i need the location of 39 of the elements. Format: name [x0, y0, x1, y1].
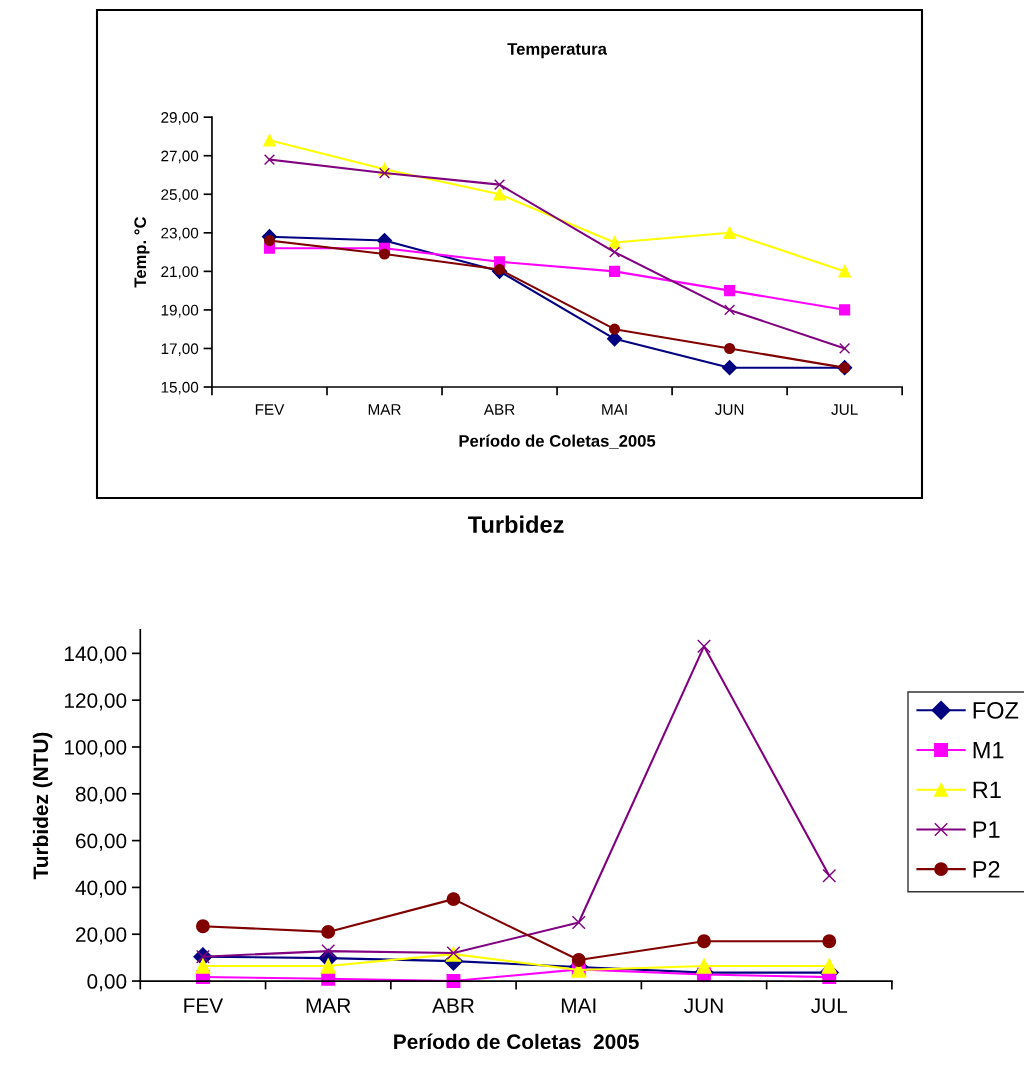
x-tick-label: JUN [684, 998, 723, 1014]
y-tick-label: 15,00 [161, 381, 199, 395]
x-tick-label: ABR [432, 998, 474, 1013]
x-tick-label: ABR [483, 404, 515, 415]
x-tick-label: MAI [561, 998, 596, 1013]
y-tick-label: 27,00 [161, 150, 199, 164]
y-tick-label: 17,00 [161, 343, 199, 356]
x-tick-label: JUN [714, 404, 744, 415]
y-tick-label: 60,00 [76, 833, 127, 851]
y-tick-label: 29,00 [161, 112, 199, 125]
y-tick-label: 0,00 [87, 974, 127, 992]
x-tick-label: MAR [306, 998, 351, 1013]
legend-label: P1 [973, 821, 1000, 838]
chart-title: Temperatura [507, 43, 608, 59]
x-axis-title: Período de Coletas 2005 [394, 1033, 639, 1050]
y-tick-label: 23,00 [161, 227, 199, 241]
y-tick-label: 100,00 [64, 739, 127, 758]
y-tick-label: 19,00 [161, 304, 199, 318]
y-tick-label: 80,00 [75, 786, 127, 805]
y-tick-label: 40,00 [75, 880, 127, 898]
legend-label: R1 [973, 781, 1001, 798]
chart-title: Turbidez [468, 515, 564, 533]
y-axis-title: Temp. °C [134, 216, 150, 288]
legend-label: P2 [973, 860, 1000, 878]
legend-label: M1 [973, 742, 1004, 759]
x-tick-label: FEV [184, 998, 224, 1013]
x-tick-label: MAR [368, 404, 401, 415]
x-tick-label: FEV [255, 404, 285, 415]
x-axis-title: Período de Coletas_2005 [459, 434, 656, 449]
x-tick-label: MAI [602, 404, 627, 415]
y-tick-label: 120,00 [64, 693, 127, 711]
x-tick-label: JUL [811, 998, 848, 1014]
x-tick-label: JUL [831, 404, 858, 415]
y-tick-label: 21,00 [161, 266, 199, 279]
y-tick-label: 25,00 [161, 189, 199, 202]
y-tick-label: 20,00 [76, 927, 127, 945]
legend-label: FOZ [973, 702, 1019, 719]
y-tick-label: 140,00 [64, 646, 127, 664]
y-axis-title: Turbidez (NTU) [32, 732, 53, 880]
